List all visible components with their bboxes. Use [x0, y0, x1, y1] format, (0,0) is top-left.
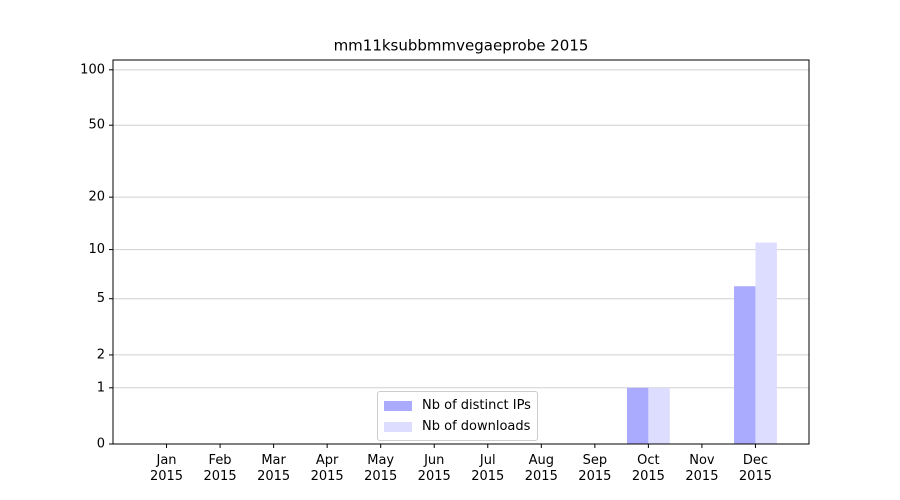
y-tick-label: 0	[97, 437, 105, 452]
x-tick-label: Jul 2015	[471, 453, 505, 484]
y-tick-label: 50	[88, 118, 105, 133]
x-tick-label: Sep 2015	[578, 453, 612, 484]
plot-frame	[112, 59, 810, 445]
legend-label: Nb of downloads	[422, 419, 531, 434]
x-tick-label: Jun 2015	[417, 453, 451, 484]
y-tick-label: 1	[97, 380, 105, 395]
x-tick-label: Apr 2015	[310, 453, 344, 484]
y-tick-label: 20	[88, 190, 105, 205]
legend-item: Nb of downloads	[384, 416, 531, 437]
legend-item: Nb of distinct IPs	[384, 395, 531, 416]
legend: Nb of distinct IPs Nb of downloads	[377, 391, 538, 441]
legend-label: Nb of distinct IPs	[422, 398, 531, 413]
y-tick-label: 100	[80, 62, 105, 77]
y-tick-label: 5	[97, 291, 105, 306]
x-tick-label: Aug 2015	[524, 453, 558, 484]
bar	[648, 387, 670, 444]
bar	[734, 286, 756, 444]
bar	[755, 242, 777, 444]
legend-swatch	[384, 421, 412, 432]
chart-title: mm11ksubbmmvegaeprobe 2015	[334, 37, 589, 55]
x-tick-label: Dec 2015	[738, 453, 772, 484]
x-tick-label: Oct 2015	[631, 453, 665, 484]
x-tick-label: Mar 2015	[257, 453, 291, 484]
bar	[626, 387, 649, 444]
y-tick-label: 2	[97, 347, 105, 362]
y-tick-label: 10	[88, 242, 105, 257]
x-tick-label: Jan 2015	[149, 453, 184, 484]
x-tick-label: May 2015	[364, 453, 398, 484]
x-tick-label: Feb 2015	[203, 453, 237, 484]
legend-swatch	[384, 400, 412, 411]
x-tick-label: Nov 2015	[685, 453, 719, 484]
